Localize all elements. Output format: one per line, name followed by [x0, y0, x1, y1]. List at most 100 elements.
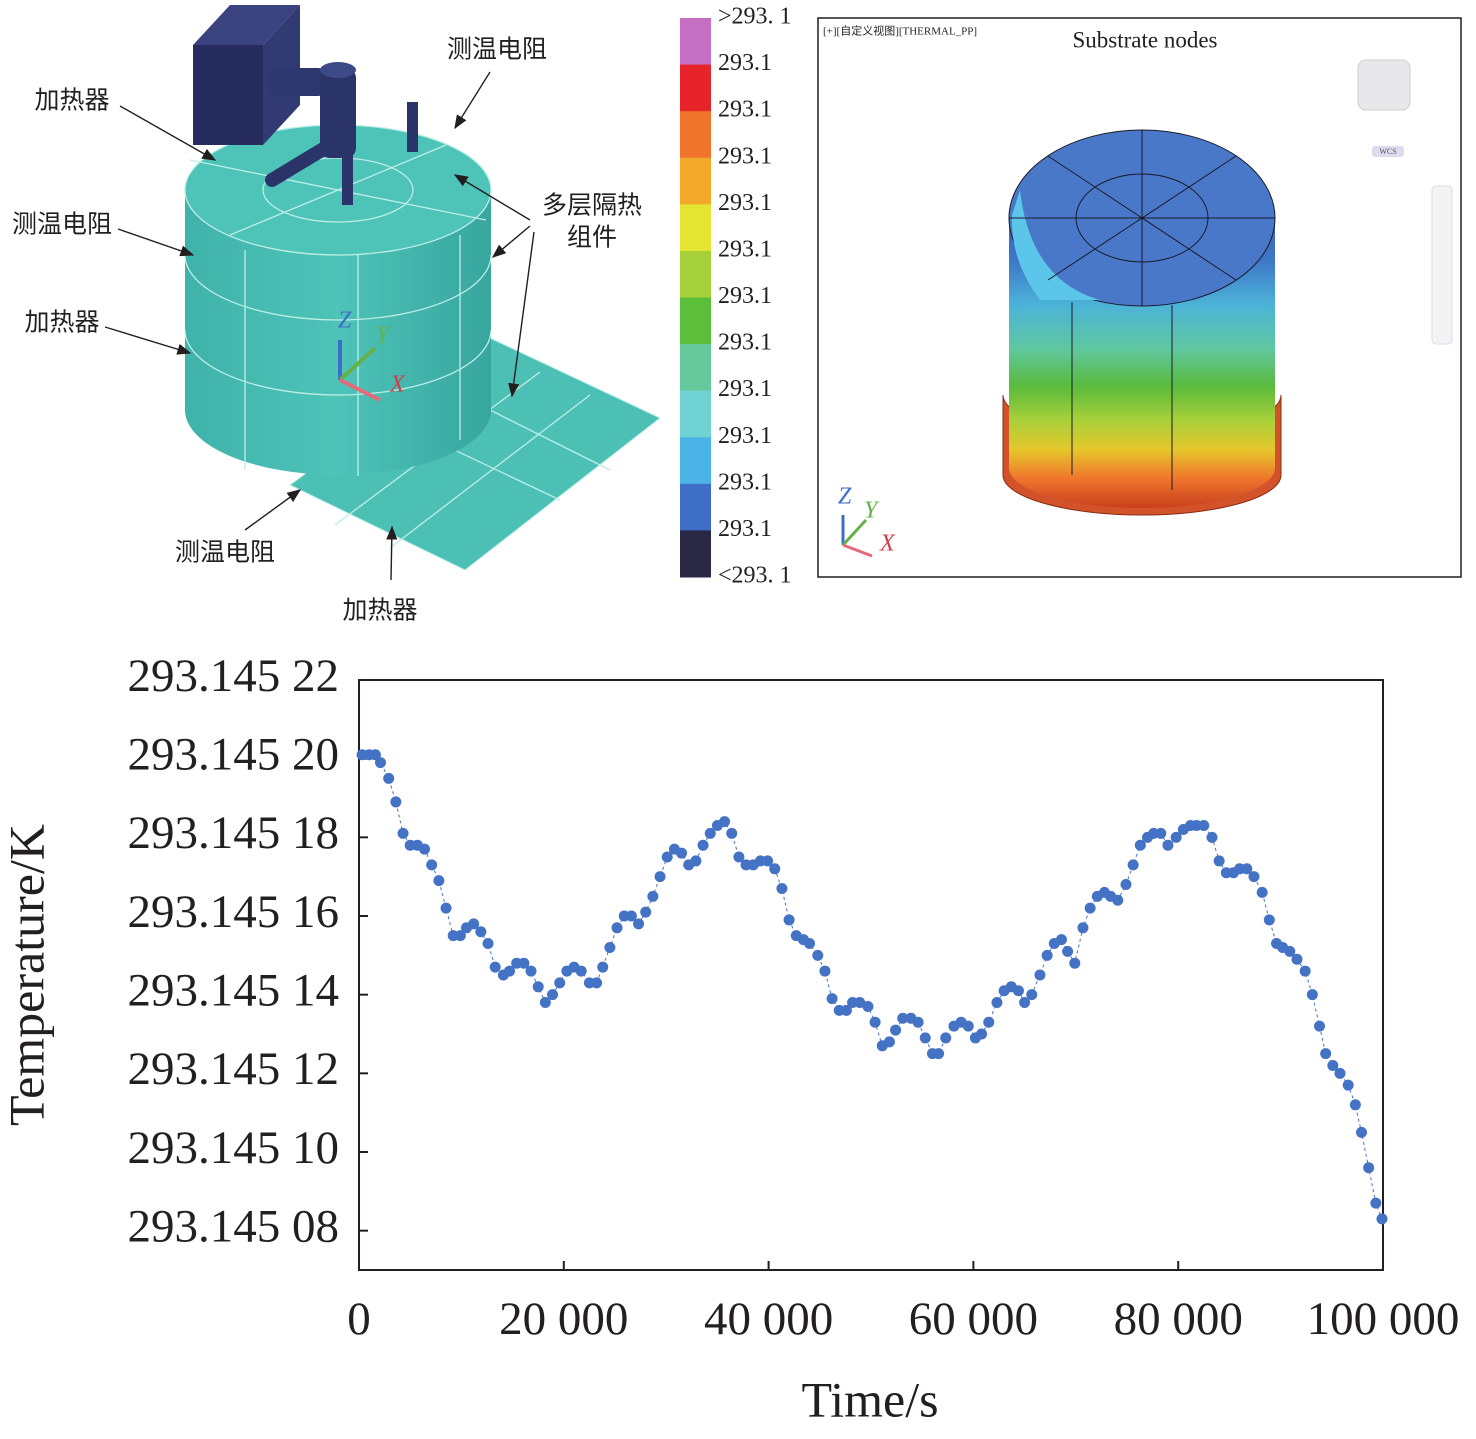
data-point: [1284, 945, 1296, 957]
data-point: [919, 1032, 931, 1044]
data-point: [819, 965, 831, 977]
data-point: [1012, 985, 1024, 997]
data-point: [1155, 827, 1167, 839]
data-point: [554, 977, 566, 989]
axis-letter: X: [879, 531, 896, 557]
legend-swatch: [680, 437, 711, 485]
view-header: [+][自定义视图][THERMAL_PP]: [823, 24, 977, 38]
y-tick-label: 293.145 22: [128, 650, 340, 702]
legend-swatch: [680, 483, 711, 531]
callout-label: 加热器: [24, 309, 99, 337]
model-diagram: Z Y X 加热器 测温电阻 加热器 测温电阻 多层隔热 组件 测温电阻 加热器: [12, 5, 661, 625]
data-point: [1084, 902, 1096, 914]
data-point: [1198, 820, 1210, 832]
data-point: [433, 875, 445, 887]
data-point: [390, 796, 402, 808]
data-point: [991, 997, 1003, 1009]
x-axis-title: Time/s: [801, 1371, 938, 1427]
data-point: [733, 851, 745, 863]
legend-swatch: [680, 390, 711, 438]
axis-letter: Y: [864, 498, 880, 524]
legend-label: 293.1: [718, 143, 772, 169]
coord-badge: WCS: [1379, 147, 1396, 156]
data-point: [482, 938, 494, 950]
axis-letter: Z: [338, 308, 352, 334]
data-point: [426, 859, 438, 871]
data-point: [1334, 1067, 1346, 1079]
data-point: [912, 1016, 924, 1028]
data-point: [625, 910, 637, 922]
data-point: [704, 827, 716, 839]
data-point: [804, 938, 816, 950]
data-point: [525, 965, 537, 977]
data-point: [1206, 831, 1218, 843]
x-tick-label: 80 000: [1114, 1293, 1243, 1345]
data-point: [1162, 839, 1174, 851]
render-title: Substrate nodes: [1072, 27, 1217, 52]
data-point: [1134, 839, 1146, 851]
data-point: [1034, 969, 1046, 981]
data-point: [1355, 1126, 1367, 1138]
data-point: [647, 890, 659, 902]
data-point: [1241, 863, 1253, 875]
data-point: [1062, 945, 1074, 957]
data-point: [654, 871, 666, 883]
legend-label: 293.1: [718, 236, 772, 262]
plot-frame: [358, 679, 1384, 1271]
data-point: [812, 949, 824, 961]
data-point: [862, 1000, 874, 1012]
data-point: [719, 816, 731, 828]
legend-label: 293.1: [718, 516, 772, 542]
callout-label: 测温电阻: [175, 539, 275, 567]
data-point: [769, 863, 781, 875]
y-tick-label: 293.145 16: [128, 886, 340, 938]
legend-swatch: [680, 157, 711, 205]
data-point: [532, 981, 544, 993]
legend-label: 293.1: [718, 190, 772, 216]
legend-swatch: [680, 111, 711, 159]
legend-swatch: [680, 530, 711, 578]
data-point: [1263, 914, 1275, 926]
axis-letter: X: [389, 372, 406, 398]
data-point: [369, 749, 381, 761]
data-point: [776, 882, 788, 894]
data-point: [762, 855, 774, 867]
y-tick-label: 293.145 20: [128, 728, 340, 780]
legend-label: 293.1: [718, 376, 772, 402]
data-point: [883, 1036, 895, 1048]
y-tick-label: 293.145 14: [128, 964, 340, 1016]
x-tick-label: 20 000: [499, 1293, 628, 1345]
legend-label: 293.1: [718, 97, 772, 123]
legend-swatch: [680, 344, 711, 392]
data-point: [1248, 871, 1260, 883]
axis-letter: Y: [376, 323, 392, 349]
callout-label: 加热器: [34, 87, 109, 115]
y-tick-label: 293.145 08: [128, 1200, 340, 1252]
data-point: [1041, 949, 1053, 961]
data-point: [1120, 879, 1132, 891]
data-point: [676, 847, 688, 859]
data-point: [518, 957, 530, 969]
legend-label: >293. 1: [718, 4, 792, 30]
data-point: [1370, 1197, 1382, 1209]
callout-label: 加热器: [342, 597, 417, 625]
data-point: [940, 1032, 952, 1044]
data-point: [1306, 989, 1318, 1001]
data-point: [1213, 855, 1225, 867]
data-point: [539, 997, 551, 1009]
data-point: [783, 914, 795, 926]
data-point: [962, 1020, 974, 1032]
data-point: [697, 839, 709, 851]
data-point: [1019, 997, 1031, 1009]
data-point: [726, 827, 738, 839]
data-point: [933, 1048, 945, 1060]
data-point: [897, 1012, 909, 1024]
data-point: [611, 922, 623, 934]
legend-swatch: [680, 297, 711, 345]
callout-label: 测温电阻: [12, 211, 112, 239]
data-point: [983, 1016, 995, 1028]
legend-label: 293.1: [718, 283, 772, 309]
color-legend: >293. 1 293.1 293.1 293.1 293.1 293.1 293.1 293…: [680, 4, 792, 589]
data-point: [504, 965, 516, 977]
